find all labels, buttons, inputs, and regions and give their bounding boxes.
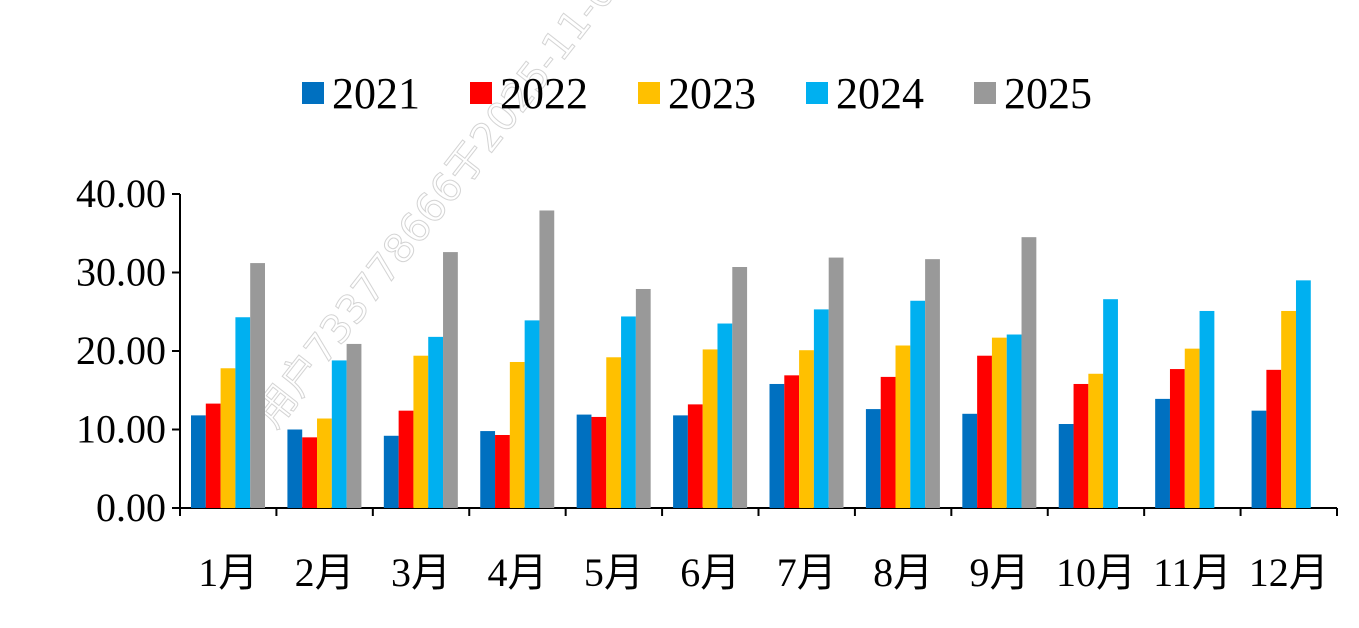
legend-marker-2025 xyxy=(974,82,996,104)
bar-2024-2 xyxy=(331,360,347,508)
bar-2021-4 xyxy=(480,431,496,508)
bar-2022-2 xyxy=(302,437,318,508)
bar-2023-10 xyxy=(1088,373,1104,508)
x-category-label: 9月 xyxy=(970,550,1030,595)
bar-2021-7 xyxy=(769,383,785,508)
bar-2022-11 xyxy=(1169,369,1185,508)
bar-2023-11 xyxy=(1184,348,1200,508)
bar-2024-12 xyxy=(1295,280,1311,508)
bar-2022-5 xyxy=(591,416,607,508)
bar-2021-1 xyxy=(191,415,206,508)
bar-2023-5 xyxy=(606,357,622,508)
x-category-label: 10月 xyxy=(1056,550,1136,595)
bar-2023-8 xyxy=(895,345,911,508)
bar-2021-10 xyxy=(1058,424,1074,508)
bar-2024-11 xyxy=(1199,310,1215,508)
bar-2022-10 xyxy=(1073,383,1089,508)
y-tick-label: 20.00 xyxy=(76,328,166,373)
bar-2025-3 xyxy=(443,252,458,508)
y-tick-label: 40.00 xyxy=(76,171,166,216)
bar-2024-10 xyxy=(1103,299,1118,508)
bar-2022-6 xyxy=(687,404,703,508)
legend-marker-2024 xyxy=(806,82,828,104)
bar-2023-3 xyxy=(413,355,429,508)
x-category-label: 5月 xyxy=(584,550,644,595)
bar-2023-7 xyxy=(799,350,814,508)
axes xyxy=(172,193,1338,516)
bar-2022-7 xyxy=(784,375,800,508)
bar-2021-12 xyxy=(1251,410,1267,508)
bar-2023-4 xyxy=(509,361,525,508)
x-category-label: 2月 xyxy=(295,550,355,595)
bar-2022-12 xyxy=(1266,369,1282,508)
bar-2022-8 xyxy=(880,376,896,508)
bar-2023-12 xyxy=(1281,310,1296,508)
bar-2025-4 xyxy=(539,210,555,509)
legend-label-2022: 2022 xyxy=(500,69,588,118)
bar-2022-3 xyxy=(398,410,414,508)
bar-2021-9 xyxy=(962,413,978,508)
legend-marker-2022 xyxy=(470,82,492,104)
bar-2025-7 xyxy=(828,257,844,508)
legend-label-2023: 2023 xyxy=(668,69,756,118)
x-category-label: 3月 xyxy=(391,550,451,595)
bar-2021-8 xyxy=(865,409,881,508)
bar-2025-8 xyxy=(925,259,940,508)
bar-2024-3 xyxy=(428,336,444,508)
bar-2024-9 xyxy=(1006,334,1022,508)
legend-marker-2021 xyxy=(302,82,324,104)
bar-2021-3 xyxy=(383,435,399,508)
y-tick-label: 0.00 xyxy=(96,485,166,530)
y-tick-label: 10.00 xyxy=(76,407,166,452)
bar-2024-7 xyxy=(813,309,829,508)
bar-2022-4 xyxy=(495,434,510,508)
x-category-label: 11月 xyxy=(1153,550,1232,595)
bar-2025-1 xyxy=(250,263,265,508)
legend: 2021 2022 2023 2024 2025 xyxy=(302,69,1092,118)
bar-2021-2 xyxy=(287,429,303,508)
bar-2023-6 xyxy=(702,349,718,508)
bar-2024-1 xyxy=(235,317,251,508)
bar-2023-2 xyxy=(317,418,332,508)
bar-2024-5 xyxy=(621,316,636,508)
legend-label-2024: 2024 xyxy=(836,69,924,118)
labels: 0.00 10.00 20.00 30.00 40.00 1月 2月 3月 4月 5月 6月 7月 8月… xyxy=(76,171,1329,595)
bar-2025-2 xyxy=(346,343,362,508)
bar-2025-5 xyxy=(635,288,651,508)
bar-2025-9 xyxy=(1021,237,1037,509)
x-category-label: 8月 xyxy=(873,550,933,595)
bars xyxy=(191,210,1311,509)
x-category-label: 4月 xyxy=(487,550,547,595)
bar-2022-1 xyxy=(205,403,221,508)
x-category-label: 6月 xyxy=(680,550,740,595)
bar-2024-4 xyxy=(524,320,540,508)
bar-2023-1 xyxy=(220,368,236,508)
bar-2025-6 xyxy=(732,267,748,508)
x-category-label: 7月 xyxy=(777,550,837,595)
bar-2024-8 xyxy=(910,300,926,508)
bar-2021-6 xyxy=(673,415,688,508)
x-category-label: 12月 xyxy=(1249,550,1329,595)
legend-marker-2023 xyxy=(638,82,660,104)
y-tick-label: 30.00 xyxy=(76,250,166,295)
legend-label-2025: 2025 xyxy=(1004,69,1092,118)
bar-2024-6 xyxy=(717,323,733,508)
bar-2022-9 xyxy=(977,355,992,508)
legend-label-2021: 2021 xyxy=(332,69,420,118)
bar-2023-9 xyxy=(991,337,1007,508)
x-category-label: 1月 xyxy=(198,550,258,595)
bar-2021-11 xyxy=(1155,398,1170,508)
bar-2021-5 xyxy=(576,414,592,508)
